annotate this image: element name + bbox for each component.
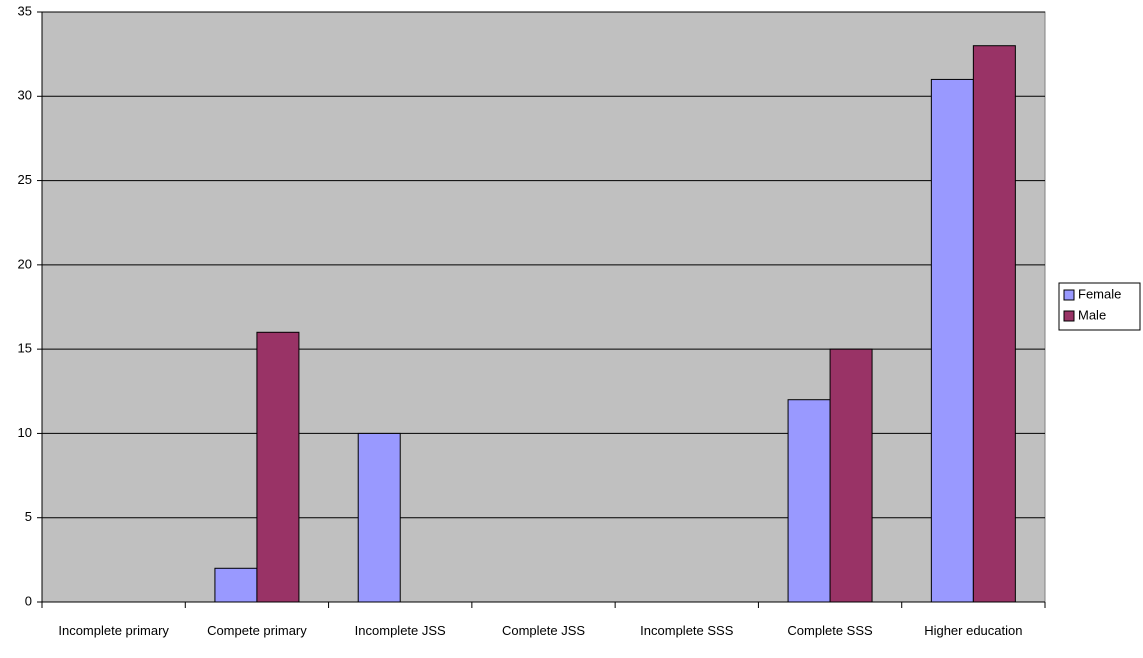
x-tick-label: Complete JSS <box>501 623 586 638</box>
y-tick-label: 25 <box>18 172 32 187</box>
y-tick-label: 15 <box>18 341 32 356</box>
legend-label: Female <box>1078 286 1121 301</box>
bar <box>787 399 831 603</box>
legend-swatch <box>1063 310 1075 322</box>
x-tick-label: Higher education <box>924 623 1023 638</box>
bar <box>357 432 401 603</box>
x-tick-label: Compete primary <box>207 623 307 638</box>
x-tick-label: Complete SSS <box>787 623 873 638</box>
y-tick-label: 20 <box>18 256 32 271</box>
y-tick-label: 0 <box>25 593 32 608</box>
y-tick-label: 10 <box>18 425 32 440</box>
legend-label: Male <box>1078 307 1106 322</box>
x-tick-label: Incomplete SSS <box>640 623 734 638</box>
bar <box>829 348 873 603</box>
plot-area <box>41 11 1046 603</box>
y-tick-label: 30 <box>18 88 32 103</box>
y-tick-label: 5 <box>25 509 32 524</box>
bar <box>930 78 974 603</box>
bar <box>256 331 300 603</box>
x-tick-label: Incomplete primary <box>58 623 169 638</box>
x-tick-label: Incomplete JSS <box>354 623 446 638</box>
y-tick-label: 35 <box>18 3 32 18</box>
bar <box>972 45 1016 603</box>
legend-swatch <box>1063 289 1075 301</box>
bar <box>214 567 258 603</box>
